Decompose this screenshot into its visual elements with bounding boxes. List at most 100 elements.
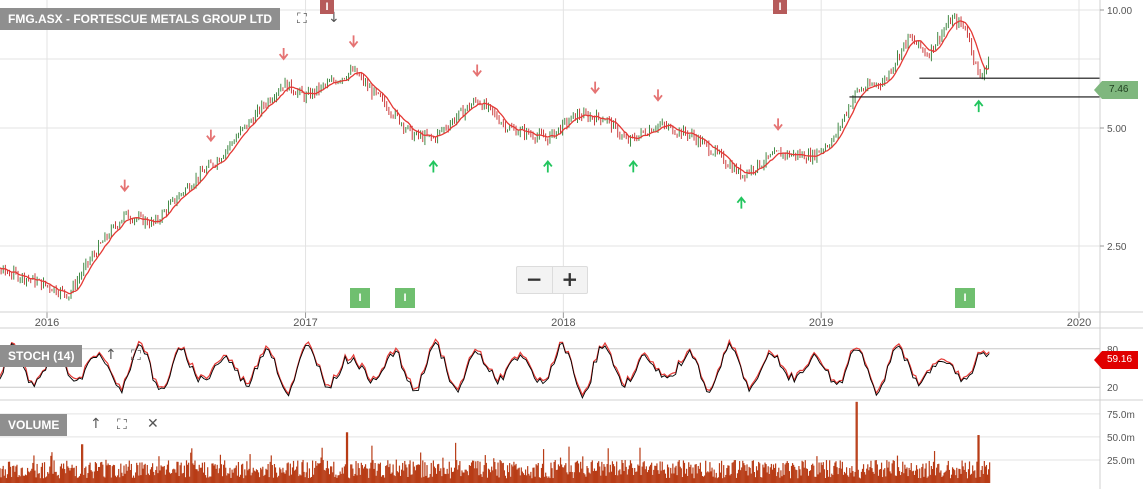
event-badge[interactable]: I bbox=[955, 288, 975, 308]
volume-bar bbox=[864, 472, 866, 483]
volume-bar bbox=[62, 463, 65, 483]
volume-bar bbox=[213, 465, 215, 483]
volume-bar bbox=[688, 462, 690, 483]
volume-bar bbox=[802, 461, 804, 483]
volume-bar bbox=[449, 478, 451, 483]
volume-bar bbox=[531, 478, 533, 483]
volume-bar bbox=[167, 460, 170, 483]
event-badge[interactable]: I bbox=[350, 288, 370, 308]
volume-bar bbox=[645, 466, 647, 483]
volume-bar bbox=[137, 465, 139, 483]
minus-icon[interactable]: − bbox=[517, 267, 553, 293]
volume-bar bbox=[372, 460, 374, 483]
volume-bar bbox=[504, 475, 507, 483]
volume-bar bbox=[548, 476, 550, 483]
volume-bar bbox=[431, 476, 433, 483]
stochastic-indicator: 80 20 bbox=[0, 338, 1119, 400]
volume-bar bbox=[277, 477, 279, 483]
volume-bar bbox=[511, 464, 513, 483]
volume-bar bbox=[851, 466, 853, 483]
plus-icon[interactable]: + bbox=[561, 267, 579, 291]
volume-bar bbox=[747, 475, 749, 483]
volume-bar bbox=[725, 474, 727, 483]
volume-bar bbox=[773, 467, 776, 483]
volume-bar bbox=[92, 478, 94, 483]
volume-bar bbox=[439, 470, 441, 483]
volume-bar bbox=[946, 465, 948, 483]
volume-bar bbox=[28, 471, 30, 483]
volume-bar bbox=[884, 468, 886, 483]
arrow-down-icon[interactable]: ↓ bbox=[328, 10, 340, 26]
volume-bar bbox=[913, 474, 916, 483]
event-badge[interactable]: I bbox=[320, 0, 334, 14]
volume-bar bbox=[559, 457, 562, 483]
volume-bar bbox=[79, 473, 82, 483]
volume-bar bbox=[659, 461, 661, 483]
close-icon[interactable]: ✕ bbox=[147, 416, 159, 432]
event-badge[interactable]: I bbox=[395, 288, 415, 308]
volume-bar bbox=[437, 464, 439, 483]
volume-bar bbox=[488, 469, 491, 483]
volume-bar bbox=[726, 468, 728, 483]
volume-bar bbox=[924, 468, 926, 483]
volume-bar bbox=[495, 469, 497, 483]
volume-bar bbox=[474, 468, 476, 483]
price-tick-label: 2.50 bbox=[1107, 242, 1127, 253]
volume-bar bbox=[121, 472, 123, 483]
volume-bar bbox=[421, 477, 423, 483]
volume-bar bbox=[168, 472, 171, 483]
volume-bar bbox=[889, 471, 891, 483]
volume-bar bbox=[844, 473, 847, 483]
volume-bar bbox=[176, 461, 178, 483]
volume-bar bbox=[527, 466, 529, 483]
volume-bar bbox=[326, 460, 329, 483]
volume-bar bbox=[316, 465, 318, 483]
arrow-up-icon[interactable]: ↑ bbox=[90, 416, 102, 432]
volume-bar bbox=[299, 474, 301, 483]
volume-bar bbox=[57, 474, 59, 483]
volume-bar bbox=[259, 477, 261, 483]
volume-bar bbox=[262, 466, 264, 483]
stoch-label: STOCH (14) bbox=[0, 345, 83, 367]
volume-bar bbox=[813, 465, 815, 483]
down-arrow-icon bbox=[653, 89, 663, 102]
volume-bar bbox=[785, 462, 787, 483]
fullscreen-icon[interactable]: ⛶ bbox=[297, 11, 307, 27]
volume-bar bbox=[800, 475, 802, 483]
volume-bar bbox=[795, 469, 797, 483]
signal-arrows bbox=[119, 35, 984, 209]
stoch-flag-value: 59.16 bbox=[1107, 354, 1133, 365]
fullscreen-icon[interactable]: ⛶ bbox=[117, 417, 127, 433]
volume-bar bbox=[440, 468, 442, 483]
volume-bar bbox=[274, 467, 277, 483]
volume-bar bbox=[201, 462, 204, 483]
volume-bar bbox=[882, 477, 884, 483]
volume-bar bbox=[683, 462, 686, 483]
volume-bar bbox=[109, 465, 111, 483]
volume-bar bbox=[393, 475, 395, 483]
arrow-up-icon[interactable]: ↑ bbox=[105, 347, 117, 363]
volume-bar bbox=[662, 470, 664, 483]
volume-bar bbox=[184, 477, 187, 483]
volume-bar bbox=[424, 462, 426, 483]
volume-bar bbox=[955, 475, 957, 483]
fullscreen-icon[interactable]: ⛶ bbox=[131, 348, 141, 364]
volume-bar bbox=[661, 461, 663, 483]
down-arrow-icon bbox=[206, 129, 216, 143]
volume-bar bbox=[52, 473, 54, 483]
event-badge[interactable]: I bbox=[773, 0, 787, 14]
volume-bar bbox=[566, 472, 568, 483]
volume-bar bbox=[37, 473, 39, 483]
volume-bar bbox=[39, 478, 41, 483]
volume-bar bbox=[836, 467, 838, 483]
volume-bar bbox=[533, 467, 535, 483]
volume-bar bbox=[97, 467, 100, 483]
volume-bar bbox=[217, 473, 219, 483]
volume-bar bbox=[564, 465, 566, 483]
volume-bar bbox=[738, 461, 741, 483]
volume-bar bbox=[133, 477, 136, 483]
volume-bar bbox=[894, 475, 896, 483]
volume-bar bbox=[878, 469, 881, 483]
volume-bar bbox=[621, 459, 623, 483]
volume-bar bbox=[40, 466, 42, 483]
